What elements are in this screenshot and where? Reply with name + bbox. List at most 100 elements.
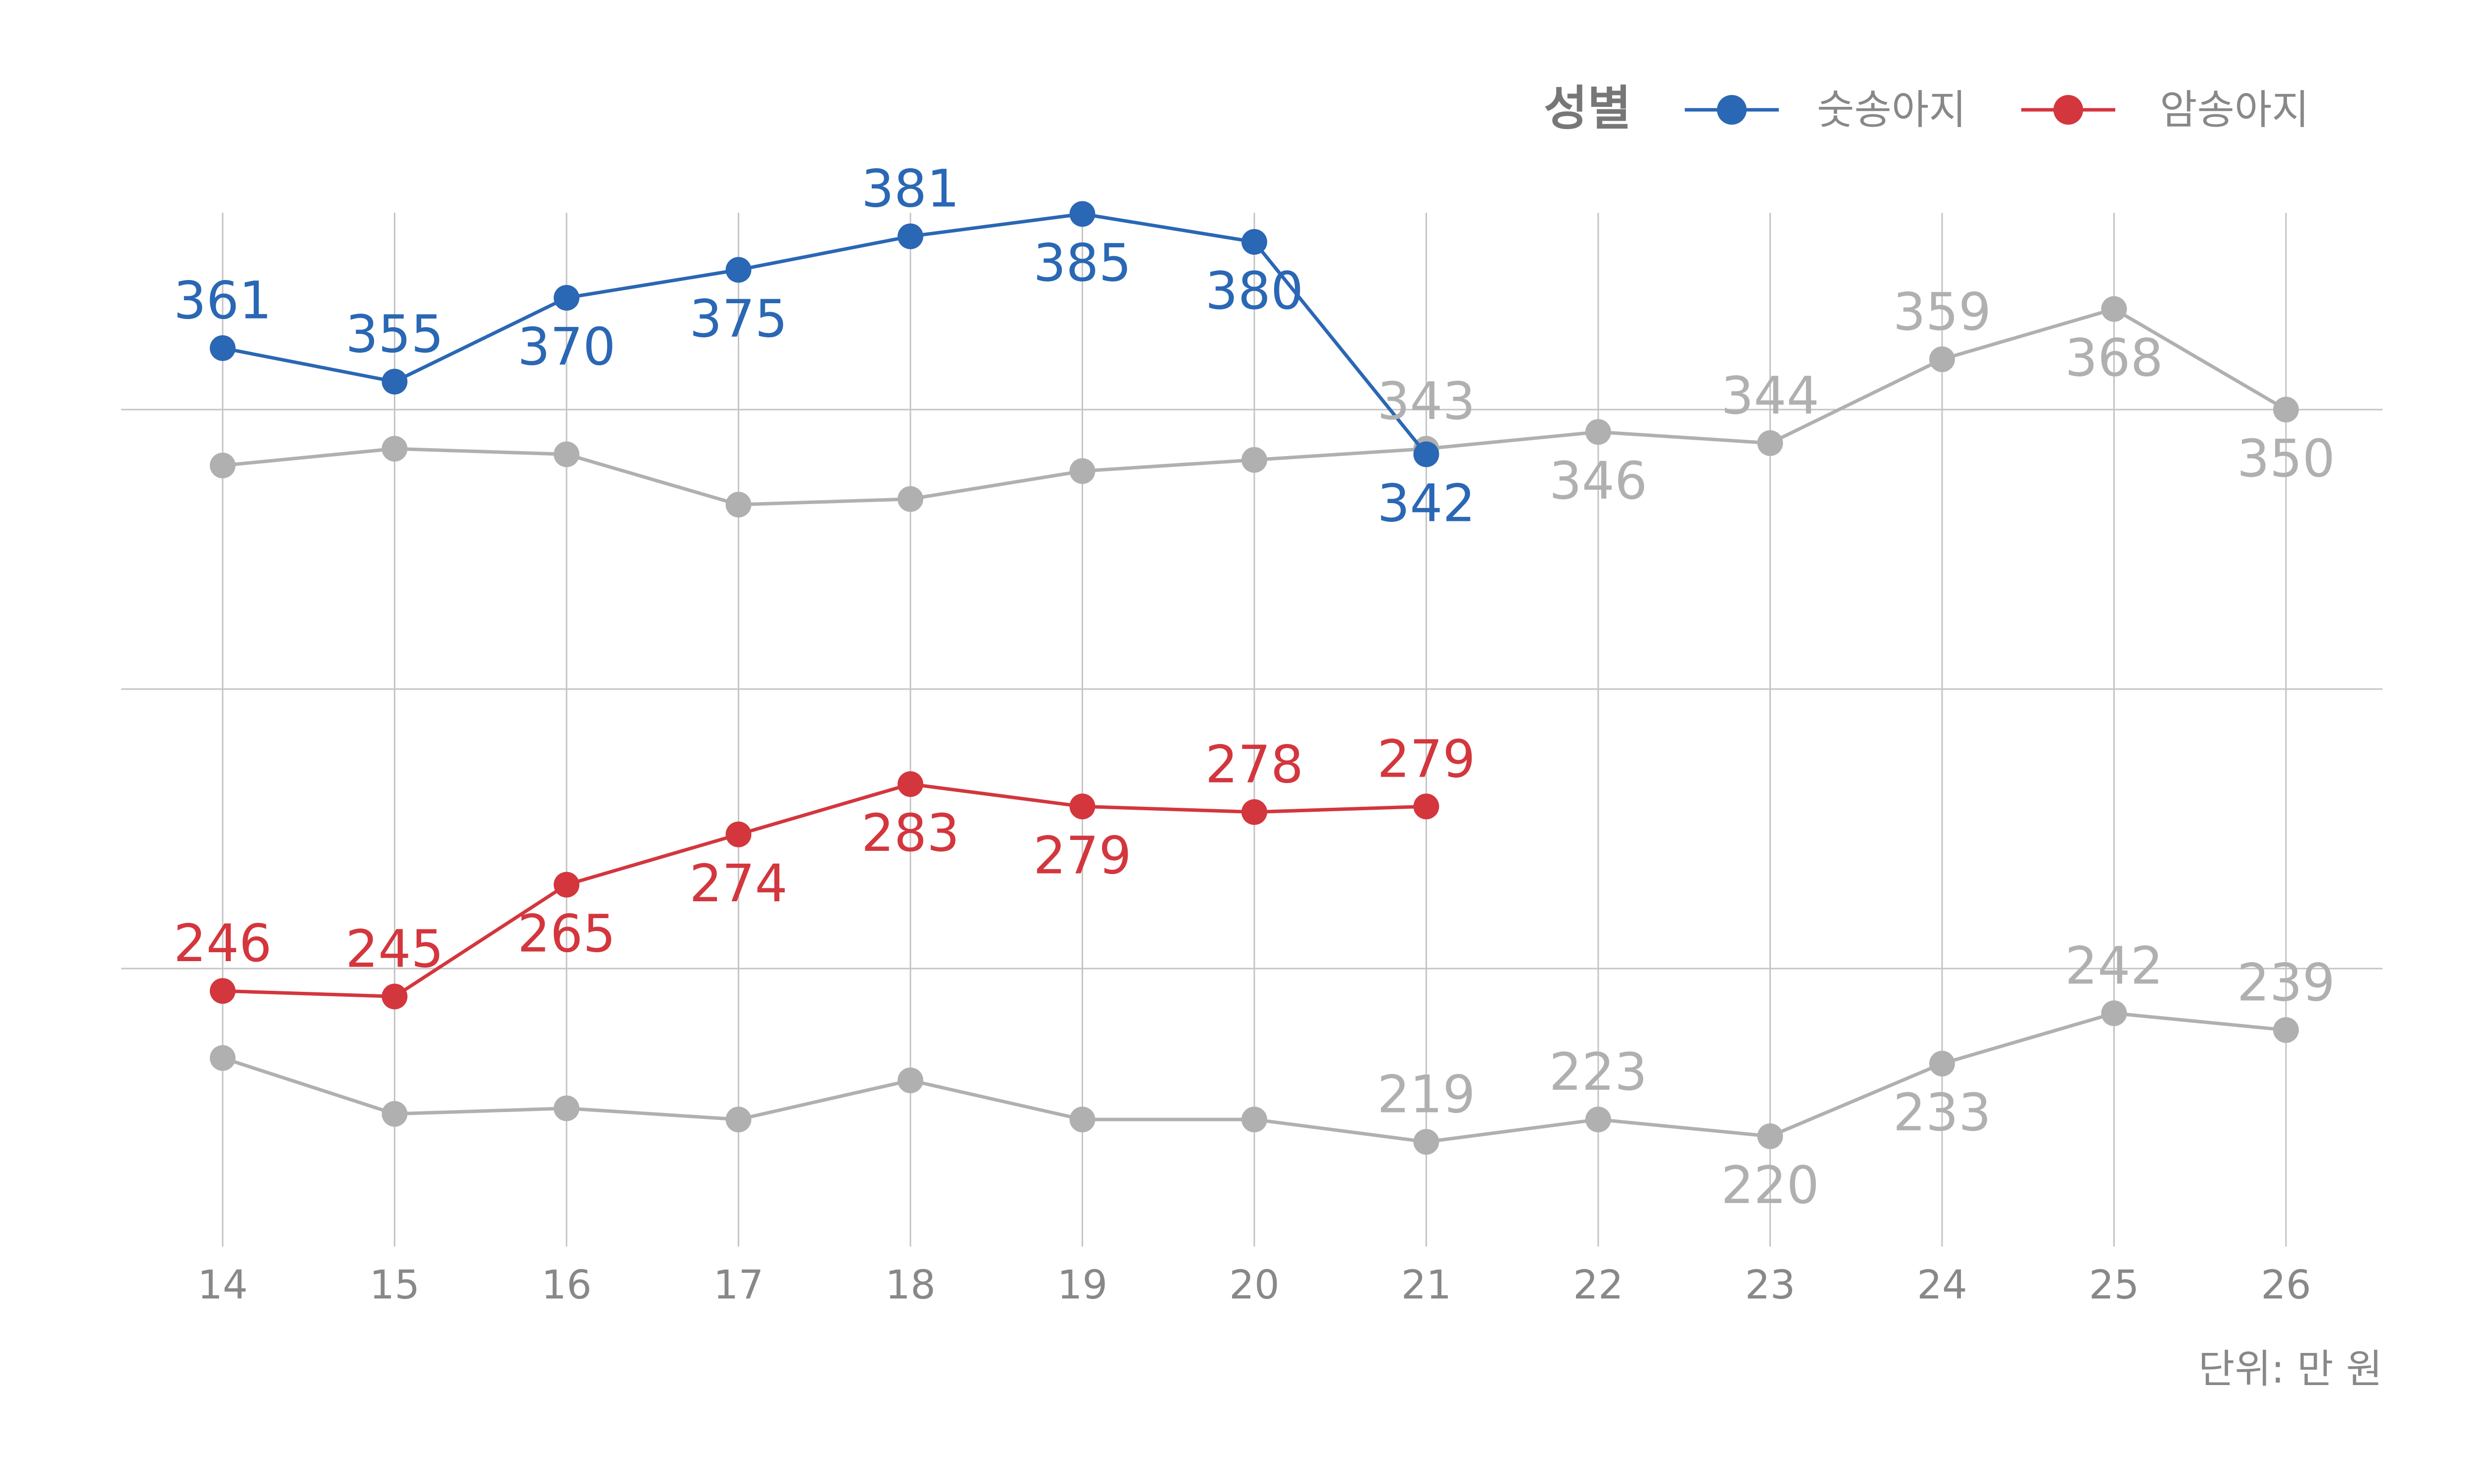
- data-label-series-0-15: 355: [345, 304, 444, 365]
- x-axis: 14 15 16 17 18 19 20 21 22 23 24 25 26: [197, 1262, 2311, 1308]
- data-label-series-0-17: 375: [689, 289, 788, 349]
- data-labels: 343 346 344 359 368 350 219 223 220 233 242 239 361 3…: [174, 159, 2335, 1215]
- data-label-series-1-18: 283: [861, 803, 960, 863]
- series-3-point-19: [1069, 1107, 1095, 1133]
- x-tick-label-26: 26: [2261, 1262, 2311, 1308]
- data-label-series-3-22: 223: [1549, 1042, 1648, 1102]
- series-3-point-21: [1413, 1129, 1439, 1155]
- series-2-point-14: [210, 453, 236, 478]
- x-tick-label-24: 24: [1917, 1262, 1967, 1308]
- legend-entry-male: 숫송아지: [1685, 87, 1966, 134]
- x-tick-label-17: 17: [714, 1262, 764, 1308]
- x-tick-label-23: 23: [1745, 1262, 1796, 1308]
- x-tick-label-19: 19: [1057, 1262, 1108, 1308]
- series-1-point-15: [381, 983, 408, 1010]
- series-3: [210, 1000, 2299, 1155]
- legend-marker-male: [1717, 95, 1747, 125]
- x-tick-label-18: 18: [885, 1262, 936, 1308]
- series-1-point-16: [554, 872, 579, 898]
- legend: 성별 숫송아지 암송아지: [1544, 81, 2309, 136]
- data-label-series-2-21: 343: [1377, 371, 1475, 431]
- data-label-series-2-22: 346: [1549, 451, 1648, 511]
- series-2-point-15: [381, 436, 408, 462]
- data-label-series-0-21: 342: [1377, 473, 1475, 533]
- series-2-point-22: [1585, 419, 1611, 445]
- data-label-series-3-26: 239: [2237, 952, 2335, 1013]
- data-label-series-3-24: 233: [1893, 1082, 1992, 1143]
- series-0-line: [222, 212, 1428, 456]
- series-2-point-25: [2101, 296, 2127, 322]
- series-3-point-20: [1241, 1107, 1267, 1133]
- series-2-point-24: [1929, 346, 1955, 372]
- series-3-point-24: [1929, 1051, 1955, 1077]
- series-1: [210, 771, 1439, 1010]
- legend-entry-female: 암송아지: [2021, 87, 2309, 134]
- legend-marker-female: [2053, 95, 2083, 125]
- series-1-point-19: [1069, 793, 1095, 820]
- series-3-point-25: [2101, 1000, 2127, 1026]
- x-tick-label-22: 22: [1573, 1262, 1623, 1308]
- series-2-point-17: [725, 492, 752, 518]
- x-tick-label-14: 14: [197, 1262, 248, 1308]
- series-0-point-21: [1413, 441, 1439, 467]
- series-2-point-18: [898, 486, 923, 512]
- series-0-point-20: [1241, 229, 1267, 255]
- series-1-point-18: [898, 771, 923, 797]
- series-0-point-16: [554, 285, 579, 311]
- series-2-point-19: [1069, 458, 1095, 484]
- data-label-series-2-26: 350: [2237, 428, 2335, 489]
- data-label-series-1-15: 245: [345, 919, 444, 979]
- series-1-point-17: [725, 821, 752, 847]
- series-2-point-26: [2273, 397, 2299, 422]
- series-1-point-21: [1413, 793, 1439, 820]
- series-3-point-16: [554, 1095, 579, 1121]
- series-3-point-15: [381, 1101, 408, 1127]
- data-label-series-0-14: 361: [174, 271, 272, 331]
- series-0-point-19: [1069, 201, 1095, 227]
- legend-label-female: 암송아지: [2160, 87, 2309, 134]
- series-0: [210, 201, 1439, 467]
- unit-label: 단위: 만 원: [2198, 1346, 2382, 1392]
- series-3-point-18: [898, 1067, 923, 1093]
- data-label-series-0-20: 380: [1205, 261, 1304, 321]
- data-label-series-3-21: 219: [1377, 1064, 1475, 1124]
- series-1-line: [222, 782, 1427, 998]
- series-3-point-17: [725, 1107, 752, 1133]
- data-label-series-2-23: 344: [1721, 366, 1819, 426]
- x-tick-label-25: 25: [2089, 1262, 2140, 1308]
- series-3-point-23: [1757, 1123, 1783, 1149]
- series-3-point-26: [2273, 1017, 2299, 1043]
- data-label-series-0-18: 381: [861, 159, 960, 219]
- data-label-series-2-24: 359: [1893, 281, 1992, 342]
- data-label-series-0-19: 385: [1033, 233, 1132, 293]
- legend-label-male: 숫송아지: [1817, 87, 1966, 134]
- series-1-point-20: [1241, 799, 1267, 825]
- data-label-series-1-16: 265: [518, 904, 616, 964]
- x-tick-label-20: 20: [1229, 1262, 1280, 1308]
- series-2-point-20: [1241, 447, 1267, 473]
- data-label-series-3-25: 242: [2065, 935, 2163, 996]
- data-label-series-1-14: 246: [174, 913, 272, 974]
- series-2-point-16: [554, 441, 579, 467]
- data-label-series-2-25: 368: [2065, 328, 2163, 388]
- data-label-series-0-16: 370: [518, 317, 616, 377]
- data-label-series-1-17: 274: [689, 853, 788, 914]
- series-0-point-15: [381, 369, 408, 395]
- x-tick-label-15: 15: [370, 1262, 420, 1308]
- data-label-series-1-20: 278: [1205, 735, 1304, 795]
- series-layer: [210, 201, 2299, 1155]
- series-2-point-23: [1757, 430, 1783, 456]
- data-label-series-3-23: 220: [1721, 1155, 1819, 1215]
- grid: [121, 213, 2382, 1247]
- series-0-point-14: [210, 335, 236, 361]
- legend-title: 성별: [1544, 81, 1631, 136]
- x-tick-label-21: 21: [1401, 1262, 1452, 1308]
- series-3-point-22: [1585, 1107, 1611, 1133]
- series-0-point-17: [725, 257, 752, 283]
- series-1-point-14: [210, 978, 236, 1004]
- x-tick-label-16: 16: [541, 1262, 592, 1308]
- data-label-series-1-19: 279: [1033, 825, 1132, 885]
- series-3-point-14: [210, 1045, 236, 1071]
